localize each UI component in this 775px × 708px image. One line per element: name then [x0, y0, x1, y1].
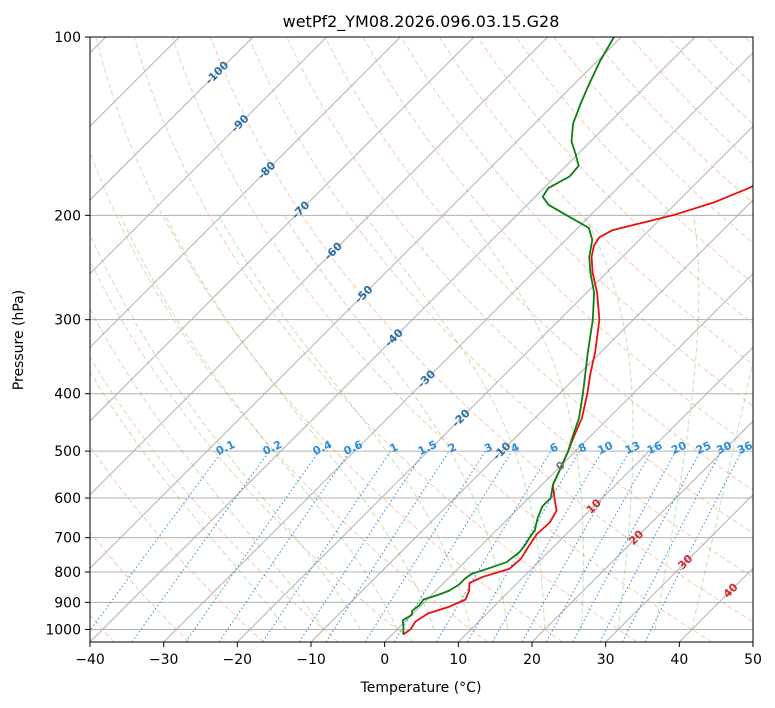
dew-point-line	[401, 37, 615, 635]
dry-adiabat-line	[90, 356, 339, 642]
isotherm-line	[531, 420, 753, 642]
y-tick-label: 500	[54, 444, 81, 460]
x-tick-label: 0	[380, 652, 389, 668]
isotherm-line	[163, 51, 753, 642]
isotherm-line	[90, 37, 254, 201]
x-tick-label: 20	[523, 652, 541, 668]
y-tick-label: 100	[54, 30, 81, 46]
sounding-series	[401, 37, 753, 636]
mixing-ratio-line	[218, 450, 351, 642]
moist-adiabat-lines	[90, 215, 753, 630]
plot-area: -100-90-80-70-60-50-40-30-20-10010203040…	[90, 37, 755, 642]
dry-adiabat-line	[90, 150, 488, 642]
dry-adiabat-line	[90, 531, 190, 642]
x-tick-label: 30	[597, 652, 615, 668]
y-tick-label: 1000	[45, 622, 81, 638]
isotherm-line	[90, 37, 622, 570]
moist-adiabat-line	[466, 215, 584, 630]
dry-adiabat-line	[515, 37, 753, 284]
dry-adiabat-line	[400, 37, 753, 407]
mixing-ratio-label: 30	[714, 439, 734, 457]
mixing-ratio-line	[545, 450, 653, 642]
y-tick-label: 300	[54, 313, 81, 329]
isotherm-line	[236, 125, 753, 642]
mixing-ratio-label: 10	[596, 439, 616, 457]
isotherm-line	[90, 37, 549, 496]
x-tick-label: −20	[223, 652, 253, 668]
moist-adiabat-line	[283, 215, 509, 630]
mixing-ratio-line	[521, 450, 630, 642]
moist-adiabat-line	[364, 215, 546, 630]
mixing-ratio-line	[298, 450, 425, 642]
mixing-ratio-line	[325, 450, 450, 642]
y-axis-label: Pressure (hPa)	[11, 290, 27, 390]
x-tick-label: −30	[149, 652, 179, 668]
dry-adiabat-line	[95, 37, 563, 642]
chart-title: wetPf2_YM08.2026.096.03.15.G28	[283, 12, 560, 32]
moist-adiabat-line	[90, 308, 325, 630]
dry-adiabat-line	[133, 37, 638, 642]
isotherm-line	[457, 346, 753, 642]
y-tick-label: 400	[54, 387, 81, 403]
isotherm-lines	[90, 37, 753, 642]
y-tick-label: 700	[54, 531, 81, 547]
mixing-ratio-lines	[90, 450, 743, 642]
isotherm-line	[605, 493, 753, 642]
isotherm-line	[90, 37, 696, 642]
mixing-ratio-label: 16	[645, 439, 665, 457]
mixing-ratio-label: 20	[669, 439, 689, 457]
dry-adiabat-line	[90, 445, 264, 642]
mixing-ratio-line	[185, 450, 320, 642]
dry-adiabat-line	[324, 37, 753, 491]
mixing-ratio-line	[393, 450, 513, 642]
moist-adiabat-line	[218, 215, 472, 630]
x-tick-label: −10	[296, 652, 326, 668]
mixing-ratio-label: 25	[694, 439, 713, 457]
mixing-ratio-label: 13	[623, 439, 642, 457]
mixing-ratio-line	[90, 450, 223, 632]
mixing-ratio-line	[644, 450, 743, 642]
mixing-ratio-line	[572, 450, 677, 642]
x-axis: −40 −30 −20 −10 0 10 20 30 40 50	[75, 642, 762, 668]
dry-adiabat-line	[248, 37, 753, 578]
x-tick-label: 10	[449, 652, 467, 668]
mixing-ratio-line	[262, 450, 392, 642]
isobar-lines	[90, 37, 753, 630]
isotherm-line	[90, 37, 401, 349]
dry-adiabat-line	[90, 259, 414, 642]
moist-adiabat-line	[90, 232, 361, 630]
temperature-line	[402, 184, 753, 636]
isotherm-line	[384, 272, 753, 642]
x-tick-label: −40	[75, 652, 105, 668]
mixing-ratio-label: 36	[735, 439, 755, 457]
dry-adiabat-lines	[90, 37, 753, 642]
y-axis: 100 200 300 400 500 600 700 800 900 1000	[45, 30, 90, 638]
y-tick-label: 800	[54, 565, 81, 581]
isotherm-line	[90, 37, 328, 275]
dry-adiabat-line	[171, 37, 712, 642]
y-tick-label: 200	[54, 208, 81, 224]
x-tick-label: 50	[744, 652, 762, 668]
x-axis-label: Temperature (°C)	[360, 680, 482, 696]
y-tick-label: 600	[54, 491, 81, 507]
dry-adiabat-line	[210, 37, 753, 623]
moist-adiabat-line	[120, 215, 398, 630]
moist-adiabat-line	[90, 370, 288, 630]
isotherm-line	[90, 37, 475, 422]
x-tick-label: 40	[670, 652, 688, 668]
plot-frame	[89, 36, 754, 643]
mixing-ratio-line	[131, 450, 270, 642]
moist-adiabat-line	[583, 215, 634, 630]
y-tick-label: 900	[54, 595, 81, 611]
dry-adiabat-line	[438, 37, 753, 366]
